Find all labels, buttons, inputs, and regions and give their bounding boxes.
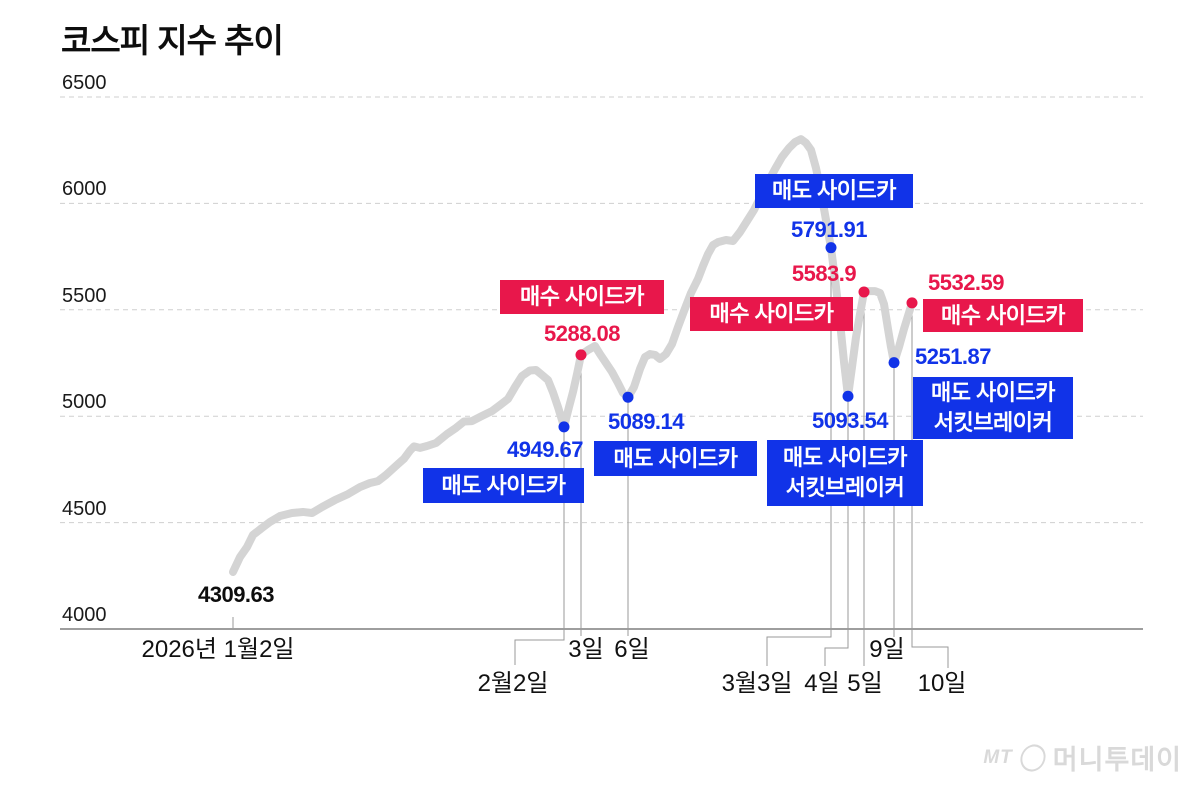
event-annotation-text: 매수 사이드카 [519, 284, 645, 309]
event-value-label: 5089.14 [607, 409, 685, 434]
x-axis-date-label: 5일 [847, 670, 883, 697]
x-axis-date-label: 3일 [568, 636, 604, 663]
event-dot [842, 390, 854, 402]
event-value-label: 5251.87 [914, 344, 992, 369]
circle-logo-icon [1018, 740, 1048, 775]
event-annotation-text: 매수 사이드카 [709, 301, 834, 326]
event-value-label: 5583.9 [791, 261, 857, 286]
event-annotation-text: 매도 사이드카 [441, 472, 566, 498]
moneytoday-logo: MT 머니투데이 [983, 738, 1182, 777]
event-dot [906, 297, 918, 309]
event-annotation-text: 매도 사이드카 [613, 445, 738, 471]
event-dot [888, 357, 900, 369]
x-axis-date-label: 2026년 1월2일 [141, 636, 295, 663]
logo-name-text: 머니투데이 [1052, 745, 1182, 775]
event-value-label: 4309.63 [197, 582, 275, 607]
event-annotation-text: 매도 사이드카 [930, 380, 1056, 405]
event-annotation-box: 매도 사이드카 [594, 441, 757, 476]
event-leader-line [824, 396, 849, 666]
page-title: 코스피 지수 추이 [61, 22, 284, 59]
event-annotation-text: 매도 사이드카 [782, 445, 908, 470]
event-leader-line [514, 426, 565, 665]
event-annotation-text: 매도 사이드카 [771, 178, 897, 203]
event-value-label: 5093.54 [811, 408, 889, 433]
event-annotation-text: 매수 사이드카 [940, 302, 1066, 328]
y-axis-tick-label: 5000 [62, 391, 107, 414]
event-dot [558, 421, 570, 433]
y-axis-tick-label: 4500 [62, 497, 107, 520]
event-value-label: 5791.91 [790, 217, 868, 242]
event-value-label: 5288.08 [543, 321, 621, 346]
x-axis-date-label: 4일 [804, 670, 840, 697]
event-annotation-text: 서킷브레이커 [785, 475, 905, 500]
event-annotation-box: 매도 사이드카 [423, 468, 584, 503]
event-dot [575, 349, 587, 361]
x-axis-date-label: 3월3일 [721, 670, 793, 697]
logo-mt-text: MT [983, 746, 1013, 768]
event-annotation-box: 매수 사이드카 [923, 299, 1083, 332]
event-annotation-box: 매수 사이드카 [500, 280, 664, 314]
event-value-label: 5532.59 [927, 270, 1005, 295]
y-axis-tick-label: 6500 [62, 72, 107, 94]
x-axis-date-label: 6일 [614, 636, 650, 663]
event-dot [825, 242, 837, 254]
event-annotation-box: 매수 사이드카 [690, 297, 853, 331]
x-axis-date-label: 2월2일 [477, 670, 549, 697]
y-axis-tick-label: 5500 [62, 284, 107, 307]
y-axis-tick-label: 6000 [62, 178, 107, 201]
event-value-label: 4949.67 [506, 437, 584, 462]
x-axis-date-label: 10일 [917, 670, 967, 697]
event-dot [622, 391, 634, 403]
x-axis-date-label: 9일 [869, 636, 905, 663]
event-dot [858, 286, 870, 298]
event-annotation-text: 서킷브레이커 [933, 410, 1053, 435]
event-annotation-box: 매도 사이드카 [755, 174, 913, 208]
y-axis-tick-label: 4000 [62, 604, 107, 626]
